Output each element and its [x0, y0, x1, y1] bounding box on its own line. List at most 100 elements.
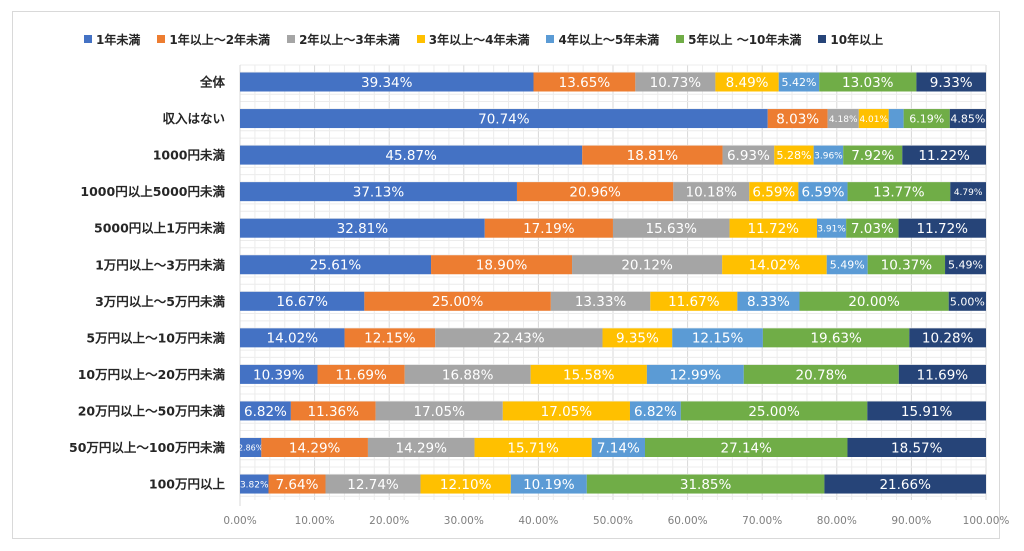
data-label: 6.59% — [802, 185, 845, 201]
bar-segment — [261, 438, 368, 457]
data-label: 12.15% — [692, 331, 744, 347]
legend-swatch — [84, 35, 92, 43]
category-label: 10万円以上～20万円未満 — [78, 367, 226, 382]
category-label: 3万円以上～5万円未満 — [95, 294, 225, 309]
bar-segment — [903, 109, 950, 129]
data-label: 11.69% — [917, 367, 969, 383]
bar-segment — [898, 218, 986, 238]
bar-segment — [846, 218, 899, 238]
legend-label: 10年以上 — [830, 32, 884, 47]
data-label: 16.88% — [442, 367, 494, 383]
data-label: 3.96% — [814, 151, 843, 161]
data-label: 18.81% — [627, 148, 679, 164]
bar-segment — [722, 145, 775, 165]
x-tick-label: 0.00% — [223, 515, 256, 527]
data-label: 16.67% — [276, 294, 328, 310]
x-tick-label: 30.00% — [444, 515, 484, 527]
bar-segment — [317, 364, 405, 384]
bar-segment — [722, 255, 827, 275]
data-label: 7.14% — [597, 440, 640, 456]
bar-segment — [774, 145, 814, 165]
bar-segment — [827, 109, 859, 129]
bar-segment — [898, 364, 986, 384]
legend-label: 2年以上～3年未満 — [299, 32, 400, 47]
legend-label: 5年以上 ～10年未満 — [688, 32, 802, 47]
bar-segment — [612, 218, 730, 238]
legend-label: 1年未満 — [96, 32, 141, 47]
data-label: 3.82% — [240, 480, 269, 490]
bar-segment — [240, 72, 534, 92]
bar-segment — [867, 255, 946, 275]
bar-segment — [673, 182, 750, 202]
data-label: 25.61% — [310, 258, 362, 274]
legend-swatch — [676, 35, 685, 43]
data-label: 5.49% — [830, 259, 865, 272]
data-label: 15.58% — [563, 367, 615, 383]
bar-segment — [502, 401, 630, 421]
bars: 39.34% 13.65% 10.73% 8.49% 5.42% 13.03% 9.33% 7… — [238, 72, 986, 494]
data-label: 4.85% — [950, 113, 985, 126]
data-label: 7.03% — [851, 221, 894, 237]
category-label: 1万円以上～3万円未満 — [95, 257, 225, 272]
bar-segment — [729, 218, 817, 238]
category-label: 20万円以上～50万円未満 — [78, 403, 226, 418]
data-label: 18.90% — [476, 258, 528, 274]
category-label: 収入はない — [162, 111, 225, 126]
data-label: 10.37% — [881, 258, 933, 274]
data-label: 10.28% — [922, 331, 974, 347]
bar-segment — [645, 438, 848, 457]
x-tick-label: 50.00% — [593, 515, 633, 527]
data-label: 39.34% — [361, 75, 413, 91]
legend-item: 10年以上 — [818, 29, 883, 49]
data-label: 17.05% — [541, 404, 593, 420]
bar-segment — [767, 109, 828, 129]
bar-segment — [819, 72, 917, 92]
bar-segment — [949, 109, 986, 129]
data-label: 14.02% — [267, 331, 319, 347]
x-tick-label: 80.00% — [817, 515, 857, 527]
bar-segment — [240, 182, 517, 202]
data-label: 13.03% — [842, 75, 894, 91]
data-label: 17.19% — [523, 221, 575, 237]
data-label: 13.77% — [873, 185, 925, 201]
legend-swatch — [287, 35, 296, 43]
data-label: 10.73% — [650, 75, 702, 91]
data-label: 27.14% — [720, 440, 772, 456]
data-label: 11.72% — [917, 221, 969, 237]
bar-segment — [847, 438, 986, 457]
data-label: 5.00% — [950, 295, 985, 308]
bar-segment — [888, 109, 904, 129]
legend-swatch — [818, 35, 827, 43]
legend-swatch — [416, 35, 425, 43]
legend-item: 5年以上 ～10年未満 — [676, 29, 801, 49]
category-label: 100万円以上 — [149, 477, 226, 492]
bar-segment — [474, 438, 592, 457]
data-label: 11.69% — [335, 367, 387, 383]
bar-segment — [510, 474, 587, 494]
bar-segment — [420, 474, 511, 494]
data-label: 9.33% — [930, 75, 973, 91]
data-label: 20.96% — [569, 185, 621, 201]
data-label: 8.03% — [776, 111, 819, 127]
data-label: 70.74% — [478, 111, 530, 127]
legend-swatch — [546, 35, 555, 43]
bar-segment — [533, 72, 636, 92]
bar-segment — [950, 182, 986, 202]
bar-segment — [909, 328, 986, 348]
data-label: 7.92% — [851, 148, 894, 164]
bar-segment — [749, 182, 799, 202]
data-label: 7.64% — [276, 477, 319, 493]
data-label: 25.00% — [748, 404, 800, 420]
bar-segment — [743, 364, 899, 384]
bar-segment — [435, 328, 603, 348]
bar-segment — [591, 438, 646, 457]
category-label: 50万円以上～100万円未満 — [69, 440, 225, 455]
bar-segment — [240, 364, 318, 384]
bar-segment — [240, 255, 432, 275]
data-label: 20.12% — [621, 258, 673, 274]
legend-item: 3年以上～4年未満 — [416, 29, 529, 49]
data-label: 11.22% — [918, 148, 970, 164]
data-label: 6.82% — [244, 404, 287, 420]
bar-segment — [240, 291, 365, 311]
